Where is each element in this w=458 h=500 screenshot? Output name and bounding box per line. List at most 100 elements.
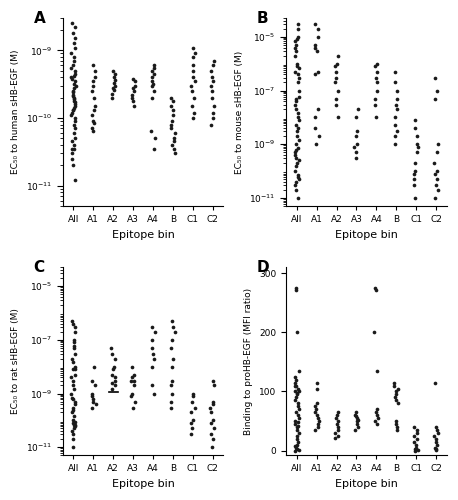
Point (374, 60, 381, 68)
Point (351, 426, 359, 434)
Point (294, 194, 301, 202)
Point (70, 141, 77, 149)
Point (332, 429, 339, 437)
Point (413, 426, 420, 434)
Text: B: B (257, 10, 268, 26)
Point (207, 408, 215, 416)
Point (150, 87, 158, 95)
Point (291, 37, 299, 45)
Point (374, 405, 381, 413)
Point (314, 68, 321, 76)
Point (209, 74, 216, 82)
Point (291, 388, 299, 396)
Point (294, 20, 302, 28)
Point (292, 94, 299, 102)
Point (187, 419, 195, 427)
Point (191, 50, 198, 58)
Point (130, 371, 137, 379)
Point (71, 72, 78, 80)
Point (335, 423, 342, 431)
Y-axis label: EC₅₀ to human sHB-EGF (M): EC₅₀ to human sHB-EGF (M) (11, 50, 20, 174)
Point (92, 400, 99, 408)
Point (70, 416, 77, 424)
Point (68, 154, 76, 162)
Point (151, 390, 158, 398)
Point (433, 438, 440, 446)
Point (90, 94, 98, 102)
Point (291, 100, 299, 108)
Point (71, 100, 79, 108)
Point (151, 328, 158, 336)
X-axis label: Epitope bin: Epitope bin (335, 230, 398, 239)
Point (207, 430, 215, 438)
Point (151, 145, 158, 153)
Point (148, 94, 156, 102)
Point (70, 424, 77, 432)
Point (373, 78, 381, 86)
Point (112, 76, 119, 84)
Point (210, 435, 217, 443)
Point (292, 151, 299, 159)
Point (71, 371, 78, 379)
X-axis label: Epitope bin: Epitope bin (112, 230, 174, 239)
Point (209, 376, 217, 384)
Point (131, 82, 139, 90)
Point (71, 104, 78, 112)
Point (431, 94, 439, 102)
Point (334, 411, 341, 419)
Point (71, 34, 78, 42)
Point (149, 74, 156, 82)
Point (431, 74, 439, 82)
Point (294, 411, 301, 419)
Point (210, 62, 217, 70)
Point (314, 423, 321, 431)
Point (293, 435, 300, 443)
Point (130, 84, 137, 92)
Point (189, 87, 196, 95)
Point (295, 74, 302, 82)
Point (295, 429, 302, 437)
Point (71, 70, 78, 78)
Point (295, 175, 302, 183)
Point (295, 92, 302, 100)
Point (293, 444, 300, 452)
Point (167, 124, 174, 132)
Point (71, 23, 78, 31)
Point (333, 420, 340, 428)
Point (89, 390, 96, 398)
Point (312, 426, 319, 434)
Point (294, 418, 302, 426)
Point (433, 440, 441, 448)
Point (334, 417, 342, 425)
Point (70, 57, 77, 65)
Point (188, 408, 195, 416)
Point (295, 405, 303, 413)
Y-axis label: EC₅₀ to rat sHB-EGF (M): EC₅₀ to rat sHB-EGF (M) (11, 308, 20, 414)
Point (312, 408, 319, 416)
Point (292, 394, 300, 402)
Point (372, 408, 379, 416)
Point (432, 181, 440, 189)
Point (372, 94, 379, 102)
Point (70, 145, 77, 153)
Point (108, 350, 115, 358)
Point (69, 138, 76, 145)
Point (71, 385, 78, 393)
Point (333, 60, 341, 68)
Point (392, 122, 399, 130)
Point (392, 394, 399, 402)
Point (128, 390, 136, 398)
Point (150, 70, 157, 78)
Point (209, 77, 216, 85)
Point (210, 57, 217, 65)
Point (68, 374, 75, 382)
Point (353, 412, 360, 420)
Point (354, 416, 361, 424)
Point (210, 424, 218, 432)
Point (414, 143, 421, 151)
Point (170, 134, 178, 142)
Point (71, 124, 78, 132)
Point (207, 419, 215, 427)
Point (168, 94, 175, 102)
Point (70, 62, 77, 70)
